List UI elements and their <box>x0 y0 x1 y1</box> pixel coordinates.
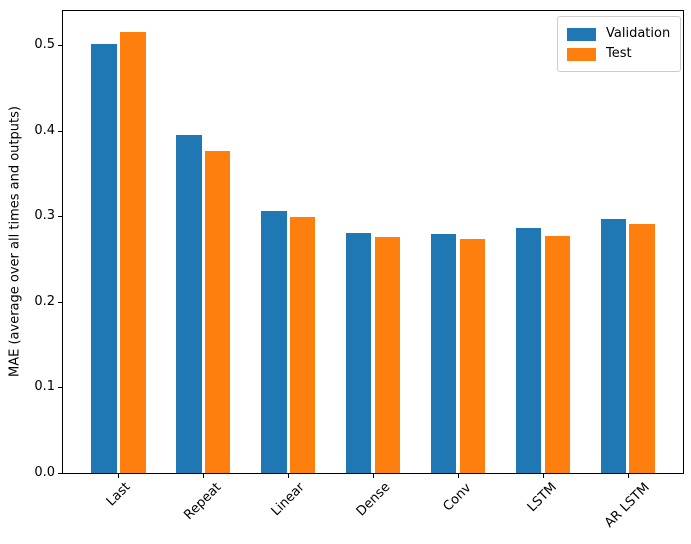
y-tick-label: 0.2 <box>34 294 55 309</box>
legend-swatch-icon <box>567 47 596 61</box>
bar-validation-ar-lstm <box>600 218 626 473</box>
y-tick-mark <box>58 387 62 388</box>
x-tick-label-conv: Conv <box>440 480 475 514</box>
bar-validation-linear <box>261 211 287 473</box>
bar-test-lstm <box>544 236 570 473</box>
y-tick-mark <box>58 45 62 46</box>
bar-validation-dense <box>345 233 372 473</box>
bar-test-repeat <box>204 150 231 473</box>
bar-validation-conv <box>430 234 457 473</box>
y-tick-label: 0.4 <box>34 123 55 138</box>
x-tick-mark <box>628 474 629 478</box>
x-tick-label-ar-lstm: AR LSTM <box>602 480 653 531</box>
bar-test-conv <box>459 239 486 473</box>
legend-label: Test <box>606 46 632 61</box>
y-tick-label: 0.0 <box>34 465 55 480</box>
legend-item-test: Test <box>567 46 670 62</box>
x-tick-mark <box>288 474 289 478</box>
y-tick-mark <box>58 473 62 474</box>
bar-test-linear <box>289 217 316 473</box>
y-tick-label: 0.3 <box>34 208 55 223</box>
plot-area <box>62 10 684 474</box>
legend-item-validation: Validation <box>567 26 670 42</box>
bar-validation-last <box>91 44 117 473</box>
x-tick-label-lstm: LSTM <box>525 480 561 516</box>
bar-validation-lstm <box>515 228 542 473</box>
legend-label: Validation <box>606 26 671 41</box>
x-tick-mark <box>373 474 374 478</box>
legend: Validation Test <box>557 16 682 72</box>
bar-test-last <box>120 32 146 473</box>
bar-validation-repeat <box>176 135 202 473</box>
x-tick-mark <box>203 474 204 478</box>
y-tick-mark <box>58 216 62 217</box>
y-tick-mark <box>58 131 62 132</box>
x-tick-mark <box>118 474 119 478</box>
y-tick-label: 0.1 <box>34 379 55 394</box>
x-tick-mark <box>543 474 544 478</box>
bar-test-dense <box>374 236 401 473</box>
y-tick-mark <box>58 302 62 303</box>
x-tick-label-repeat: Repeat <box>181 480 225 524</box>
x-tick-mark <box>458 474 459 478</box>
x-tick-label-linear: Linear <box>268 479 308 519</box>
bar-test-ar-lstm <box>629 224 655 473</box>
bars-layer <box>63 11 683 473</box>
y-tick-label: 0.5 <box>34 37 55 52</box>
y-axis-label: MAE (average over all times and outputs) <box>7 106 23 377</box>
x-tick-label-last: Last <box>103 480 134 510</box>
legend-swatch-icon <box>567 27 596 41</box>
x-tick-label-dense: Dense <box>353 479 393 520</box>
